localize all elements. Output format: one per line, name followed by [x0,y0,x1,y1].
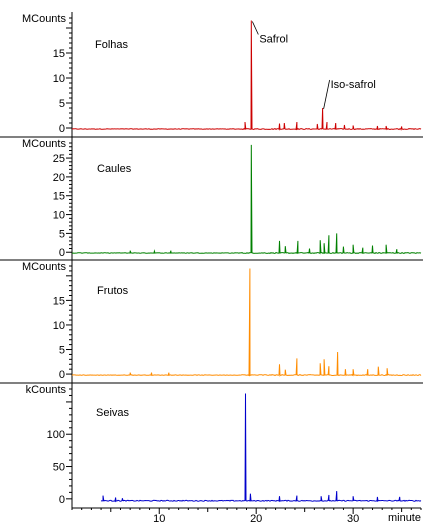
panel-label: Folhas [95,39,129,51]
y-tick-label: 0 [59,494,65,506]
x-tick-label: 10 [153,513,165,523]
x-tick-label: 20 [250,513,262,523]
y-tick-label: 15 [53,48,65,60]
panel-unit-label: MCounts [22,13,67,25]
annotation-label: Safrol [259,34,288,46]
x-axis-title: minute [388,512,421,523]
panel-label: Seivas [96,407,130,419]
y-tick-label: 10 [53,210,65,222]
y-tick-label: 5 [59,228,65,240]
trace-caules [71,144,422,255]
y-tick-label: 0 [59,369,65,381]
annotation-leader [251,21,259,35]
y-tick-label: 25 [53,153,65,165]
annotation-leader [323,79,330,110]
trace-folhas [71,20,422,131]
annotation-label: Iso-safrol [331,79,376,91]
y-tick-label: 5 [59,98,65,110]
y-tick-label: 0 [59,247,65,259]
y-tick-label: 15 [53,191,65,203]
y-tick-label: 100 [47,429,65,441]
y-tick-label: 10 [53,320,65,332]
panel-unit-label: MCounts [22,261,67,273]
y-tick-label: 50 [53,462,65,474]
y-tick-label: 5 [59,345,65,357]
y-tick-label: 20 [53,172,65,184]
x-tick-label: 30 [347,513,359,523]
y-tick-label: 15 [53,295,65,307]
trace-frutos [71,268,422,377]
y-tick-label: 0 [59,123,65,135]
panel-label: Frutos [97,285,129,297]
y-tick-label: 10 [53,73,65,85]
panel-unit-label: kCounts [26,384,67,396]
panel-unit-label: MCounts [22,138,67,150]
panel-label: Caules [97,163,132,175]
trace-seivas [100,393,422,503]
